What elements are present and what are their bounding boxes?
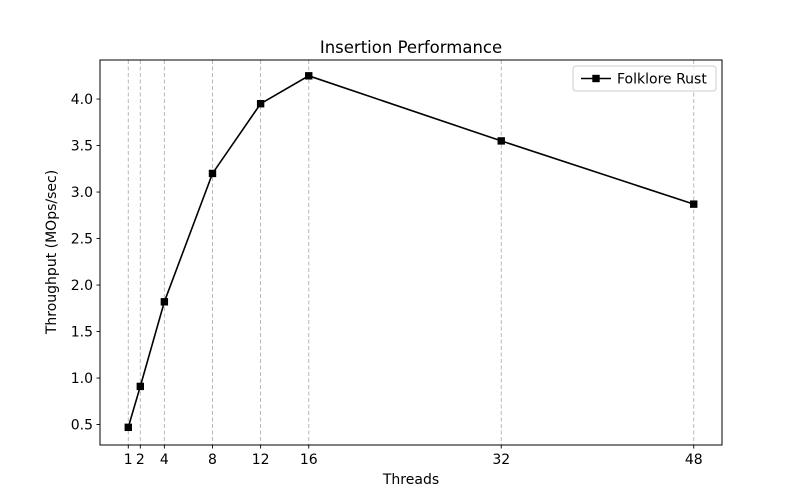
x-tick-label: 1	[124, 452, 133, 468]
x-tick-label: 8	[208, 452, 217, 468]
y-axis-label: Throughput (MOps/sec)	[44, 170, 60, 335]
x-tick-label: 4	[160, 452, 169, 468]
x-tick-label: 2	[136, 452, 145, 468]
data-point-marker	[208, 169, 217, 178]
y-tick-label: 2.0	[71, 278, 93, 294]
x-tick-label: 16	[300, 452, 318, 468]
legend-square-marker-icon	[592, 74, 600, 83]
x-tick-label: 32	[492, 452, 510, 468]
y-tick-label: 4.0	[71, 92, 93, 108]
y-axis-ticks: 0.5 1.0 1.5 2.0 2.5 3.0 3.5 4.0	[71, 92, 100, 434]
data-point-marker	[305, 72, 313, 80]
y-tick-label: 0.5	[71, 418, 93, 434]
y-tick-label: 3.5	[71, 139, 93, 155]
x-axis-label: Threads	[382, 472, 439, 488]
x-tick-label: 12	[252, 452, 270, 468]
legend-box	[572, 65, 717, 92]
legend: Folklore Rust	[572, 65, 717, 92]
series-folklore-rust	[124, 72, 698, 432]
y-tick-label: 1.0	[71, 371, 93, 387]
x-tick-label: 48	[685, 452, 703, 468]
data-point-marker	[160, 298, 169, 306]
chart-title: Insertion Performance	[320, 38, 502, 57]
series-line	[127, 74, 694, 428]
data-point-marker	[497, 137, 505, 145]
x-gridlines	[127, 60, 695, 445]
x-axis-ticks: 1 2 4 8 12 16 32 48	[124, 445, 703, 468]
data-point-marker	[690, 200, 698, 208]
data-point-marker	[124, 423, 132, 432]
y-tick-label: 3.0	[71, 185, 93, 201]
y-tick-label: 1.5	[71, 325, 93, 341]
y-tick-label: 2.5	[71, 232, 93, 248]
plot-border	[99, 59, 723, 446]
data-point-marker	[256, 100, 265, 108]
data-point-marker	[136, 382, 145, 391]
legend-label: Folklore Rust	[617, 72, 707, 88]
